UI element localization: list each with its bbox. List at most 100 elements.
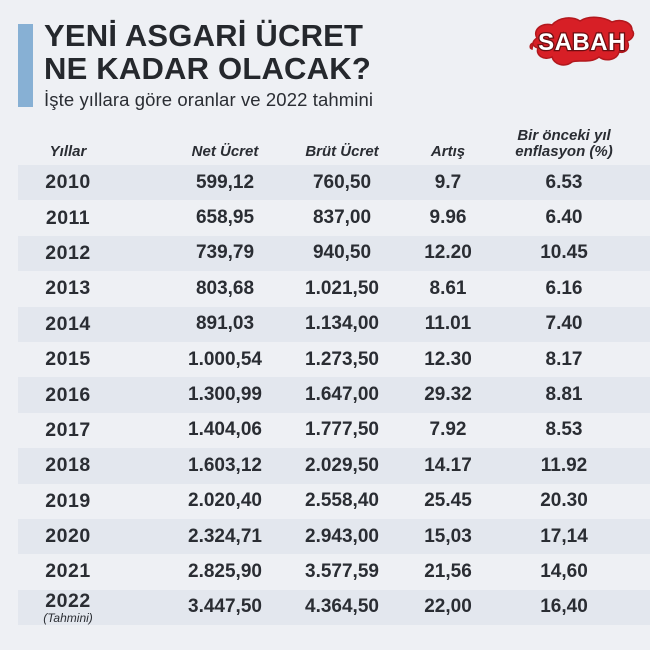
year-value: 2016: [45, 383, 91, 406]
page-title: YENİ ASGARİ ÜCRET NE KADAR OLACAK?: [44, 19, 371, 85]
increase-cell: 22,00: [424, 596, 472, 618]
table-row: 2013 803,68 1.021,50 8.61 6.16: [18, 271, 650, 306]
gross-wage-cell: 1.777,50: [305, 419, 379, 441]
inflation-cell: 16,40: [540, 596, 588, 618]
year-value: 2015: [45, 348, 91, 371]
net-wage-cell: 2.020,40: [188, 490, 262, 512]
net-wage-cell: 891,03: [195, 313, 255, 335]
gross-wage-cell: 1.273,50: [305, 348, 379, 370]
increase-cell: 21,56: [424, 560, 472, 582]
increase-cell: 11.01: [424, 313, 472, 335]
year-value: 2018: [45, 454, 91, 477]
year-value: 2014: [45, 312, 91, 335]
year-cell: 2015: [18, 348, 118, 371]
year-cell: 2022 (Tahmini): [18, 590, 118, 624]
year-value: 2017: [45, 418, 91, 441]
increase-cell: 14.17: [424, 454, 472, 476]
column-header-years: Yıllar: [49, 143, 87, 160]
year-cell: 2014: [18, 313, 118, 336]
wage-table: Yıllar Net Ücret Brüt Ücret Artış Bir ön…: [18, 127, 650, 626]
increase-cell: 29.32: [424, 384, 472, 406]
year-value: 2021: [45, 560, 91, 583]
net-wage-cell: 2.324,71: [188, 525, 262, 547]
year-cell: 2017: [18, 419, 118, 442]
net-wage-cell: 2.825,90: [188, 560, 262, 582]
year-note: (Tahmini): [43, 611, 93, 626]
inflation-cell: 6.16: [545, 277, 583, 299]
sabah-logo-text: SABAH: [538, 29, 626, 56]
year-cell: 2019: [18, 490, 118, 513]
column-header-inflation-line1: Bir önceki yıl: [517, 127, 611, 144]
gross-wage-cell: 1.134,00: [305, 313, 379, 335]
increase-cell: 25.45: [424, 490, 472, 512]
sabah-logo: SABAH: [529, 16, 635, 66]
net-wage-cell: 803,68: [195, 277, 255, 299]
year-cell: 2016: [18, 384, 118, 407]
inflation-cell: 8.53: [545, 419, 583, 441]
inflation-cell: 10.45: [540, 242, 588, 264]
net-wage-cell: 599,12: [195, 171, 255, 193]
inflation-cell: 6.53: [545, 171, 583, 193]
year-value: 2010: [45, 171, 91, 194]
increase-cell: 8.61: [429, 277, 467, 299]
table-row: 2017 1.404,06 1.777,50 7.92 8.53: [18, 413, 650, 448]
gross-wage-cell: 1.021,50: [305, 277, 379, 299]
increase-cell: 9.7: [434, 171, 462, 193]
column-header-inflation: Bir önceki yıl enflasyon (%): [500, 128, 628, 160]
turkey-map-icon: [529, 16, 635, 66]
table-row: 2021 2.825,90 3.577,59 21,56 14,60: [18, 554, 650, 589]
net-wage-cell: 739,79: [195, 242, 255, 264]
table-row: 2015 1.000,54 1.273,50 12.30 8.17: [18, 342, 650, 377]
title-accent-bar: [18, 24, 33, 107]
net-wage-cell: 1.300,99: [188, 384, 262, 406]
net-wage-cell: 3.447,50: [188, 596, 262, 618]
year-cell: 2010: [18, 171, 118, 194]
table-row: 2012 739,79 940,50 12.20 10.45: [18, 235, 650, 272]
year-value: 2019: [45, 489, 91, 512]
net-wage-cell: 1.000,54: [188, 348, 262, 370]
year-cell: 2011: [18, 207, 118, 230]
net-wage-cell: 1.404,06: [188, 419, 262, 441]
gross-wage-cell: 2.029,50: [305, 454, 379, 476]
year-cell: 2021: [18, 560, 118, 583]
year-value: 2020: [45, 525, 91, 548]
inflation-cell: 20.30: [540, 490, 588, 512]
table-row: 2020 2.324,71 2.943,00 15,03 17,14: [18, 518, 650, 555]
inflation-cell: 8.17: [545, 348, 583, 370]
gross-wage-cell: 2.943,00: [305, 525, 379, 547]
table-row: 2010 599,12 760,50 9.7 6.53: [18, 165, 650, 201]
year-cell: 2012: [18, 242, 118, 265]
net-wage-cell: 658,95: [195, 207, 255, 229]
table-header-row: Yıllar Net Ücret Brüt Ücret Artış Bir ön…: [18, 127, 650, 165]
title-line-2: NE KADAR OLACAK?: [44, 51, 371, 86]
inflation-cell: 17,14: [540, 525, 588, 547]
increase-cell: 12.30: [424, 348, 472, 370]
table-row: 2011 658,95 837,00 9.96 6.40: [18, 200, 650, 235]
table-body: 2010 599,12 760,50 9.7 6.53 2011 658,95 …: [18, 165, 650, 626]
gross-wage-cell: 4.364,50: [305, 596, 379, 618]
inflation-cell: 14,60: [540, 560, 588, 582]
year-value: 2013: [45, 277, 91, 300]
inflation-cell: 6.40: [545, 207, 583, 229]
increase-cell: 15,03: [424, 525, 472, 547]
table-row: 2022 (Tahmini) 3.447,50 4.364,50 22,00 1…: [18, 589, 650, 626]
page-subtitle: İşte yıllara göre oranlar ve 2022 tahmin…: [44, 89, 374, 110]
increase-cell: 7.92: [429, 419, 467, 441]
year-cell: 2018: [18, 454, 118, 477]
table-row: 2016 1.300,99 1.647,00 29.32 8.81: [18, 377, 650, 413]
table-row: 2018 1.603,12 2.029,50 14.17 11.92: [18, 448, 650, 484]
gross-wage-cell: 837,00: [312, 207, 372, 229]
increase-cell: 9.96: [429, 207, 467, 229]
gross-wage-cell: 1.647,00: [305, 384, 379, 406]
inflation-cell: 11.92: [540, 454, 588, 476]
year-value: 2022: [45, 590, 91, 613]
column-header-increase: Artış: [430, 143, 466, 160]
year-cell: 2013: [18, 277, 118, 300]
increase-cell: 12.20: [424, 242, 472, 264]
gross-wage-cell: 940,50: [312, 242, 372, 264]
column-header-gross-wage: Brüt Ücret: [305, 143, 379, 160]
column-header-net-wage: Net Ücret: [191, 143, 259, 160]
year-value: 2011: [45, 206, 91, 229]
inflation-cell: 8.81: [545, 384, 583, 406]
